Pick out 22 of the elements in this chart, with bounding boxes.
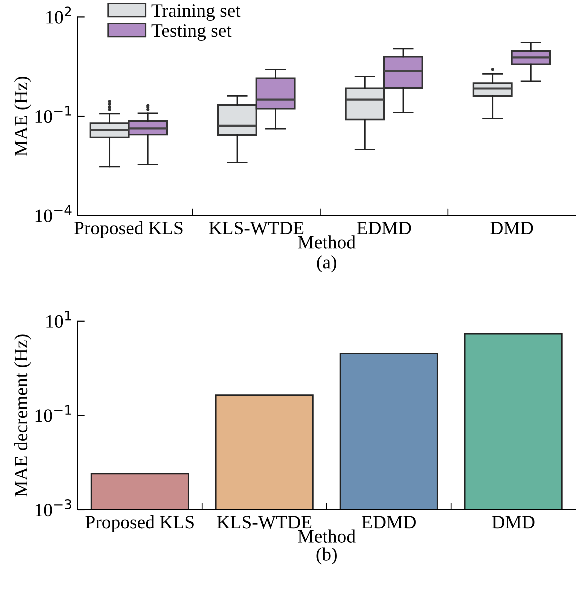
y-tick-label: 10$^{1}$ xyxy=(46,311,72,328)
x-tick-label: Proposed KLS xyxy=(74,221,183,238)
y-tick-label: 10$^{−4}$ xyxy=(36,206,72,222)
y-tick-label: 10$^{−1}$ xyxy=(36,106,72,124)
x-tick-label: KLS-WTDE xyxy=(209,222,304,235)
legend-label: Testing set xyxy=(152,24,232,42)
x-tick-label: DMD xyxy=(492,516,535,529)
x-tick-label: KLS-WTDE xyxy=(217,516,312,529)
y-axis-title: MAE (Hz) xyxy=(14,76,32,156)
x-tick-label: EDMD xyxy=(357,222,412,234)
x-tick-label: Proposed KLS xyxy=(86,516,194,533)
y-tick-label: 10$^{2}$ xyxy=(46,6,72,24)
legend-label: Training set xyxy=(152,4,241,22)
text: (a) xyxy=(317,256,336,273)
y-tick-label: 10$^{−3}$ xyxy=(36,500,72,517)
y-tick-label: 10$^{−1}$ xyxy=(36,405,72,422)
y-axis-title: MAE decrement (Hz) xyxy=(14,334,32,497)
x-tick-label: DMD xyxy=(490,222,534,234)
text: (b) xyxy=(316,548,337,565)
x-axis-title: Method xyxy=(298,236,356,249)
x-axis-title: Method xyxy=(298,530,356,543)
x-tick-label: EDMD xyxy=(362,516,416,529)
